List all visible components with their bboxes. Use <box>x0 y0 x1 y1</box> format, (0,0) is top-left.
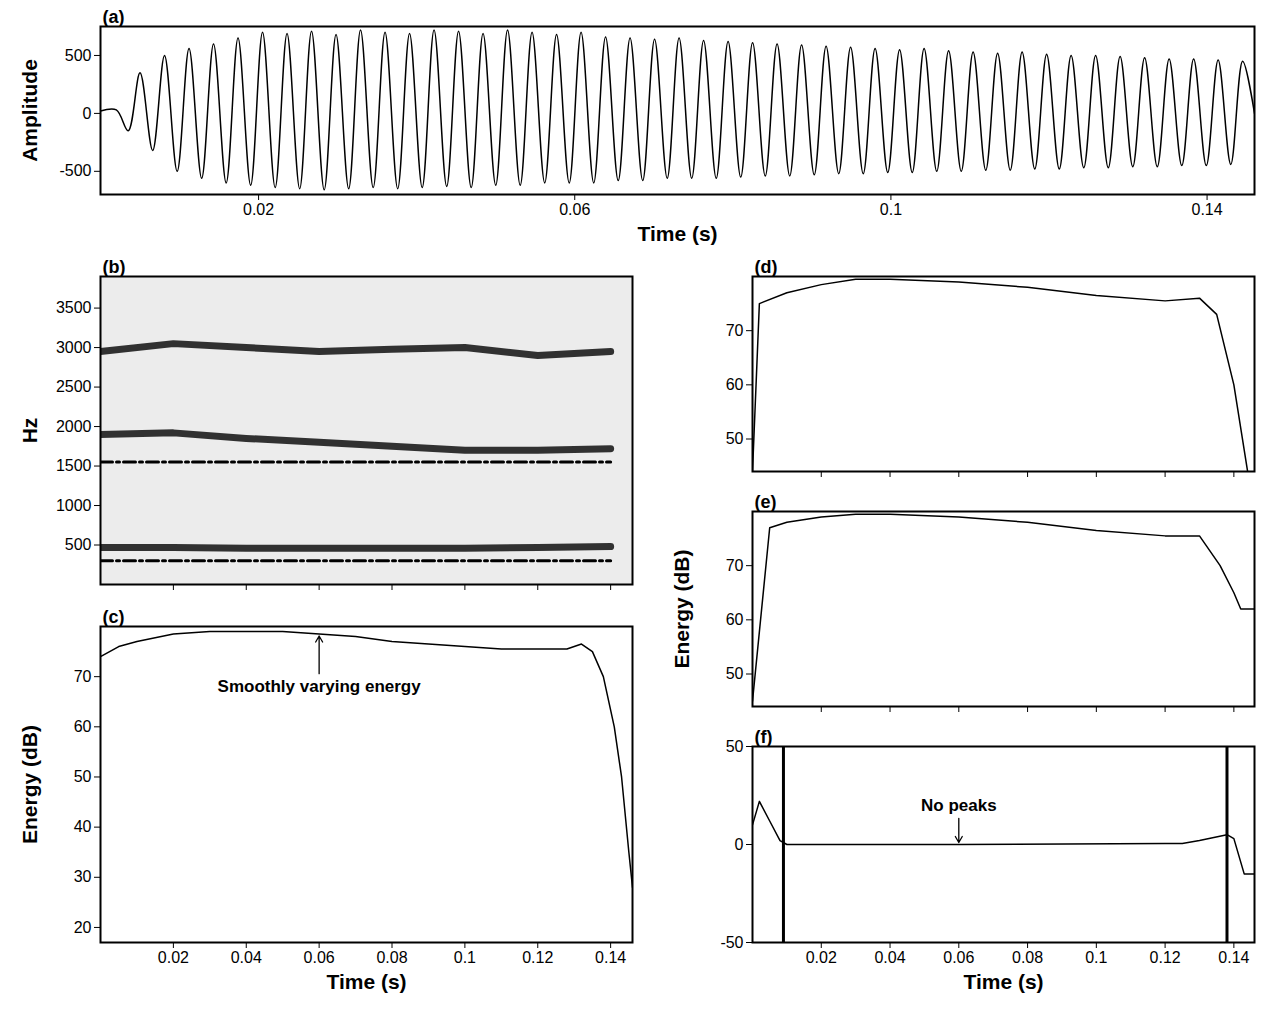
svg-text:1500: 1500 <box>56 457 92 474</box>
svg-text:Energy (dB): Energy (dB) <box>18 725 41 844</box>
svg-text:60: 60 <box>74 718 92 735</box>
svg-text:Hz: Hz <box>18 418 41 444</box>
svg-text:0.14: 0.14 <box>1192 201 1223 218</box>
svg-text:Amplitude: Amplitude <box>18 59 41 162</box>
svg-text:Time (s): Time (s) <box>963 970 1043 993</box>
svg-text:0.06: 0.06 <box>304 949 335 966</box>
svg-text:(c): (c) <box>103 607 125 627</box>
svg-text:0.02: 0.02 <box>243 201 274 218</box>
svg-text:Smoothly varying energy: Smoothly varying energy <box>218 677 422 696</box>
svg-text:0.08: 0.08 <box>1012 949 1043 966</box>
svg-text:50: 50 <box>726 430 744 447</box>
svg-text:0.06: 0.06 <box>559 201 590 218</box>
svg-text:2500: 2500 <box>56 378 92 395</box>
svg-text:-500: -500 <box>59 162 91 179</box>
svg-text:Time (s): Time (s) <box>637 222 717 245</box>
svg-text:70: 70 <box>726 322 744 339</box>
svg-text:0.02: 0.02 <box>158 949 189 966</box>
svg-text:0.04: 0.04 <box>231 949 262 966</box>
svg-text:0.12: 0.12 <box>522 949 553 966</box>
svg-text:(e): (e) <box>755 492 777 512</box>
svg-text:(a): (a) <box>103 7 125 27</box>
svg-text:0.14: 0.14 <box>1218 949 1249 966</box>
svg-text:2000: 2000 <box>56 418 92 435</box>
svg-text:0: 0 <box>83 105 92 122</box>
svg-text:20: 20 <box>74 919 92 936</box>
svg-text:60: 60 <box>726 611 744 628</box>
svg-text:0.1: 0.1 <box>1085 949 1107 966</box>
svg-text:3500: 3500 <box>56 299 92 316</box>
svg-text:0.04: 0.04 <box>874 949 905 966</box>
svg-text:500: 500 <box>65 536 92 553</box>
svg-text:0.14: 0.14 <box>595 949 626 966</box>
svg-text:60: 60 <box>726 376 744 393</box>
svg-text:0.12: 0.12 <box>1150 949 1181 966</box>
svg-text:70: 70 <box>726 557 744 574</box>
svg-text:50: 50 <box>74 768 92 785</box>
svg-text:Energy (dB): Energy (dB) <box>670 549 693 668</box>
svg-text:1000: 1000 <box>56 497 92 514</box>
svg-text:(d): (d) <box>755 257 778 277</box>
svg-text:3000: 3000 <box>56 339 92 356</box>
svg-text:0.02: 0.02 <box>806 949 837 966</box>
svg-text:Time (s): Time (s) <box>326 970 406 993</box>
svg-text:50: 50 <box>726 665 744 682</box>
svg-text:0.08: 0.08 <box>376 949 407 966</box>
svg-text:(f): (f) <box>755 727 773 747</box>
svg-text:50: 50 <box>726 738 744 755</box>
svg-text:500: 500 <box>65 47 92 64</box>
svg-text:0: 0 <box>735 836 744 853</box>
svg-text:30: 30 <box>74 868 92 885</box>
svg-text:70: 70 <box>74 668 92 685</box>
svg-text:0.1: 0.1 <box>880 201 902 218</box>
svg-text:-50: -50 <box>720 934 743 951</box>
svg-text:(b): (b) <box>103 257 126 277</box>
svg-text:40: 40 <box>74 818 92 835</box>
svg-text:No peaks: No peaks <box>921 796 997 815</box>
svg-text:0.06: 0.06 <box>943 949 974 966</box>
svg-text:0.1: 0.1 <box>454 949 476 966</box>
